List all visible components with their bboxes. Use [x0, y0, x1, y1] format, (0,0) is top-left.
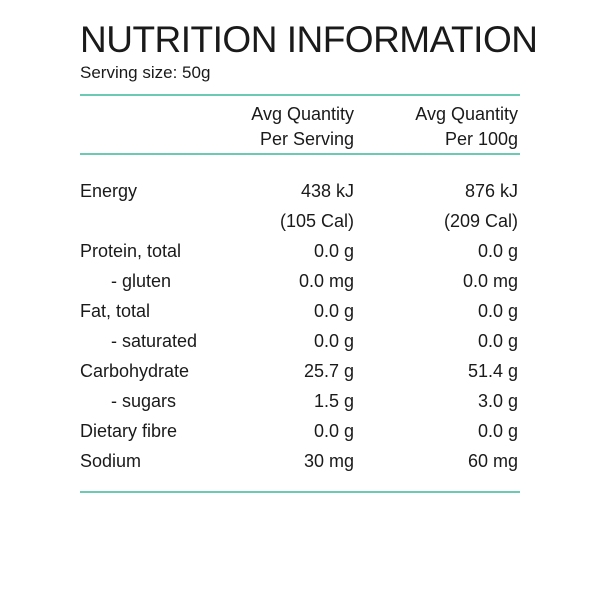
nutrient-label: Fat, total: [80, 301, 151, 321]
nutrient-table: Energy 438 kJ 876 kJ (105 Cal) (209 Cal)…: [80, 176, 520, 476]
divider-bottom: [80, 491, 520, 493]
table-row: Sodium 30 mg 60 mg: [80, 446, 520, 476]
per-serving-value: 0.0 g: [313, 301, 354, 321]
table-row: - gluten 0.0 mg 0.0 mg: [80, 266, 520, 296]
column-header-line: Per 100g: [444, 129, 518, 149]
table-row: Protein, total 0.0 g 0.0 g: [80, 236, 520, 266]
nutrient-sublabel: - saturated: [111, 331, 198, 351]
table-row: Carbohydrate 25.7 g 51.4 g: [80, 356, 520, 386]
per-100g-value: 0.0 g: [477, 331, 518, 351]
per-100g-value: 876 kJ: [464, 181, 518, 201]
per-100g-value: 0.0 g: [477, 301, 518, 321]
nutrition-panel: NUTRITION INFORMATION Serving size: 50g …: [80, 18, 538, 493]
per-serving-value: 30 mg: [303, 451, 354, 471]
nutrient-label: Dietary fibre: [80, 421, 178, 441]
per-serving-value: 0.0 g: [313, 421, 354, 441]
table-row: Fat, total 0.0 g 0.0 g: [80, 296, 520, 326]
table-row: - sugars 1.5 g 3.0 g: [80, 386, 520, 416]
nutrient-label: Carbohydrate: [80, 361, 190, 381]
per-serving-value: (105 Cal): [279, 211, 354, 231]
panel-title: NUTRITION INFORMATION: [80, 19, 538, 60]
per-100g-value: 0.0 g: [477, 241, 518, 261]
per-serving-value: 438 kJ: [300, 181, 354, 201]
nutrient-sublabel: - gluten: [111, 271, 172, 291]
serving-size: Serving size: 50g: [80, 63, 211, 82]
per-serving-value: 0.0 g: [313, 331, 354, 351]
column-header-per-serving: Avg Quantity Per Serving: [251, 102, 354, 152]
nutrient-label: Energy: [80, 181, 138, 201]
per-100g-value: 3.0 g: [477, 391, 518, 411]
column-header-per-100g: Avg Quantity Per 100g: [415, 102, 518, 152]
column-header-line: Avg Quantity: [251, 104, 354, 124]
table-row: - saturated 0.0 g 0.0 g: [80, 326, 520, 356]
table-row: Energy 438 kJ 876 kJ: [80, 176, 520, 206]
per-serving-value: 1.5 g: [313, 391, 354, 411]
column-header-line: Avg Quantity: [415, 104, 518, 124]
table-row: Dietary fibre 0.0 g 0.0 g: [80, 416, 520, 446]
column-header-line: Per Serving: [259, 129, 354, 149]
nutrient-label: Protein, total: [80, 241, 182, 261]
column-header-row: Avg Quantity Per Serving Avg Quantity Pe…: [80, 102, 520, 150]
per-100g-value: (209 Cal): [443, 211, 518, 231]
per-100g-value: 60 mg: [467, 451, 518, 471]
per-100g-value: 0.0 g: [477, 421, 518, 441]
nutrient-label: Sodium: [80, 451, 142, 471]
divider-top: [80, 94, 520, 96]
per-serving-value: 0.0 mg: [298, 271, 354, 291]
per-100g-value: 0.0 mg: [462, 271, 518, 291]
divider-header: [80, 153, 520, 155]
table-row: (105 Cal) (209 Cal): [80, 206, 520, 236]
nutrient-sublabel: - sugars: [111, 391, 177, 411]
per-serving-value: 25.7 g: [303, 361, 354, 381]
per-100g-value: 51.4 g: [467, 361, 518, 381]
per-serving-value: 0.0 g: [313, 241, 354, 261]
